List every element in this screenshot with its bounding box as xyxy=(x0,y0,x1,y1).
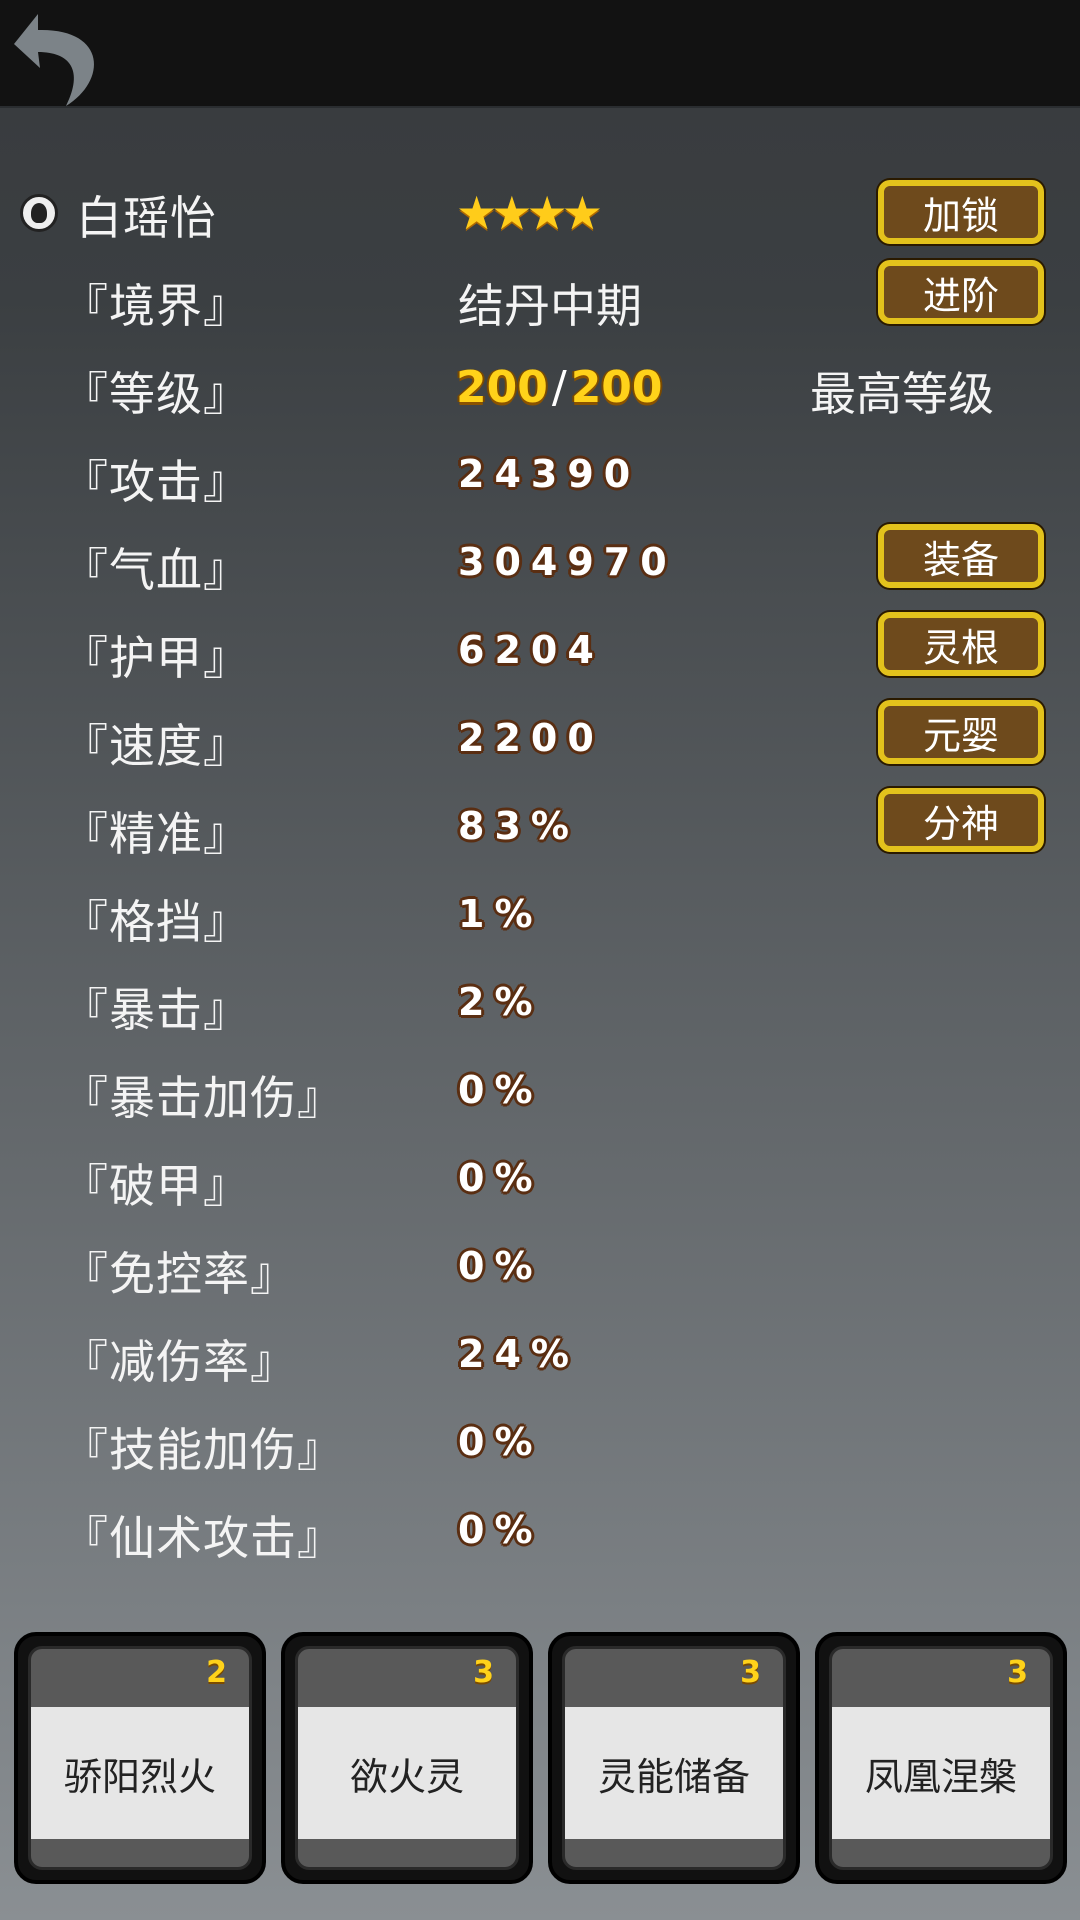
stat-side-button[interactable]: 分神 xyxy=(878,788,1044,852)
lock-button[interactable]: 加锁 xyxy=(878,180,1044,244)
stat-value: 1% xyxy=(458,892,543,936)
back-button[interactable] xyxy=(10,6,120,110)
stat-value: 304970 xyxy=(458,540,677,584)
stat-label: 『减伤率』 xyxy=(62,1335,297,1389)
stat-value: 6204 xyxy=(458,628,604,672)
stat-value: 0% xyxy=(458,1244,543,1288)
skill-level: 2 xyxy=(206,1655,227,1690)
realm-row: 『境界』 结丹中期 进阶 xyxy=(0,258,1080,346)
stat-value: 24% xyxy=(458,1332,579,1376)
character-name: 白瑶怡 xyxy=(76,191,217,245)
max-level-status: 最高等级 xyxy=(810,367,994,421)
stat-row: 『暴击』 2% xyxy=(0,962,1080,1050)
realm-label: 『境界』 xyxy=(62,279,250,333)
stat-label: 『攻击』 xyxy=(62,455,250,509)
skill-level: 3 xyxy=(473,1655,494,1690)
stat-label: 『暴击』 xyxy=(62,983,250,1037)
stat-row: 『气血』 304970 装备 xyxy=(0,522,1080,610)
skill-card-top: 3 xyxy=(832,1649,1050,1707)
stat-value: 24390 xyxy=(458,452,641,496)
top-bar xyxy=(0,0,1080,108)
stat-row: 『暴击加伤』 0% xyxy=(0,1050,1080,1138)
skill-card[interactable]: 3 欲火灵 xyxy=(281,1632,533,1884)
level-row: 『等级』 200/200 最高等级 xyxy=(0,346,1080,434)
skill-card-inner: 3 灵能储备 xyxy=(562,1646,786,1870)
stat-label: 『技能加伤』 xyxy=(62,1423,344,1477)
stat-value: 2% xyxy=(458,980,543,1024)
stat-side-button[interactable]: 元婴 xyxy=(878,700,1044,764)
skill-card-inner: 2 骄阳烈火 xyxy=(28,1646,252,1870)
stat-row: 『减伤率』 24% xyxy=(0,1314,1080,1402)
stat-row: 『攻击』 24390 xyxy=(0,434,1080,522)
stat-row: 『免控率』 0% xyxy=(0,1226,1080,1314)
skill-card[interactable]: 3 凤凰涅槃 xyxy=(815,1632,1067,1884)
skill-card[interactable]: 2 骄阳烈火 xyxy=(14,1632,266,1884)
stat-value: 83% xyxy=(458,804,579,848)
skill-card-inner: 3 凤凰涅槃 xyxy=(829,1646,1053,1870)
stat-side-button[interactable]: 灵根 xyxy=(878,612,1044,676)
skill-name: 灵能储备 xyxy=(565,1707,783,1839)
level-separator: / xyxy=(551,362,567,413)
skill-card-inner: 3 欲火灵 xyxy=(295,1646,519,1870)
skill-card-top: 3 xyxy=(298,1649,516,1707)
stat-row: 『仙术攻击』 0% xyxy=(0,1490,1080,1578)
level-label: 『等级』 xyxy=(62,367,250,421)
stat-label: 『暴击加伤』 xyxy=(62,1071,344,1125)
stat-label: 『护甲』 xyxy=(62,631,250,685)
back-arrow-icon xyxy=(14,14,95,106)
stat-side-button[interactable]: 装备 xyxy=(878,524,1044,588)
stat-label: 『精准』 xyxy=(62,807,250,861)
stat-label: 『免控率』 xyxy=(62,1247,297,1301)
level-value: 200/200 xyxy=(456,362,663,413)
stat-row: 『破甲』 0% xyxy=(0,1138,1080,1226)
skill-level: 3 xyxy=(740,1655,761,1690)
skill-name: 欲火灵 xyxy=(298,1707,516,1839)
skill-card-top: 2 xyxy=(31,1649,249,1707)
level-max: 200 xyxy=(570,362,663,413)
stat-label: 『破甲』 xyxy=(62,1159,250,1213)
stat-label: 『气血』 xyxy=(62,543,250,597)
stat-row: 『护甲』 6204 灵根 xyxy=(0,610,1080,698)
stat-row: 『速度』 2200 元婴 xyxy=(0,698,1080,786)
skill-name: 骄阳烈火 xyxy=(31,1707,249,1839)
stat-value: 0% xyxy=(458,1068,543,1112)
skill-level: 3 xyxy=(1007,1655,1028,1690)
faction-emblem-icon xyxy=(20,194,58,232)
stat-label: 『仙术攻击』 xyxy=(62,1511,344,1565)
stat-row: 『格挡』 1% xyxy=(0,874,1080,962)
stat-value: 2200 xyxy=(458,716,604,760)
stat-value: 0% xyxy=(458,1508,543,1552)
stat-value: 0% xyxy=(458,1420,543,1464)
star-rating-icon: ★★★★ xyxy=(456,186,603,240)
stat-label: 『格挡』 xyxy=(62,895,250,949)
advance-button[interactable]: 进阶 xyxy=(878,260,1044,324)
skill-card[interactable]: 3 灵能储备 xyxy=(548,1632,800,1884)
realm-value: 结丹中期 xyxy=(458,279,642,333)
stat-row: 『精准』 83% 分神 xyxy=(0,786,1080,874)
skill-card-top: 3 xyxy=(565,1649,783,1707)
stat-value: 0% xyxy=(458,1156,543,1200)
level-current: 200 xyxy=(456,362,548,413)
skill-name: 凤凰涅槃 xyxy=(832,1707,1050,1839)
name-row: 白瑶怡 ★★★★ 加锁 xyxy=(0,170,1080,258)
stat-row: 『技能加伤』 0% xyxy=(0,1402,1080,1490)
stat-label: 『速度』 xyxy=(62,719,250,773)
